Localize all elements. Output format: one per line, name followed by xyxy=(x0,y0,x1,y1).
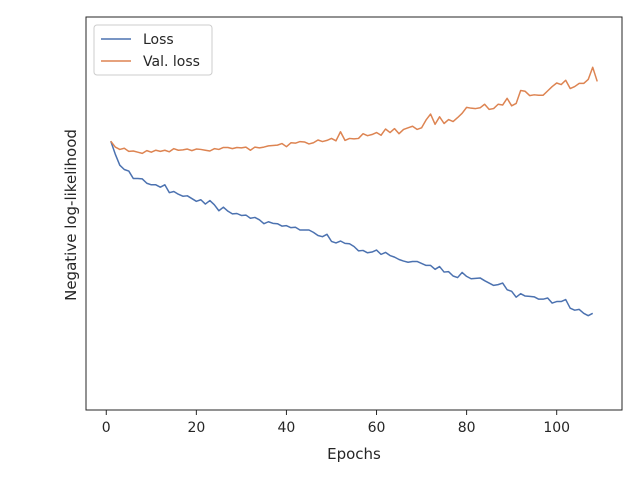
legend-label-1: Val. loss xyxy=(143,54,200,70)
x-tick-label: 20 xyxy=(187,420,205,436)
x-tick-label: 80 xyxy=(458,420,476,436)
x-tick-label: 40 xyxy=(278,420,296,436)
series-line-1 xyxy=(110,66,598,155)
plot-frame xyxy=(85,16,623,411)
x-tick-label: 0 xyxy=(102,420,111,436)
series-line-0 xyxy=(110,140,594,317)
legend-label-0: Loss xyxy=(143,32,174,48)
x-tick-label: 60 xyxy=(368,420,386,436)
x-axis-ticks: 0 20 40 60 80 100 xyxy=(102,410,570,436)
y-axis-label: Negative log-likelihood xyxy=(62,129,80,301)
legend: Loss Val. loss xyxy=(93,24,213,76)
x-tick-label: 100 xyxy=(543,420,570,436)
legend-box xyxy=(93,24,213,76)
plot-lines xyxy=(110,66,598,317)
x-axis-label: Epochs xyxy=(327,445,381,463)
